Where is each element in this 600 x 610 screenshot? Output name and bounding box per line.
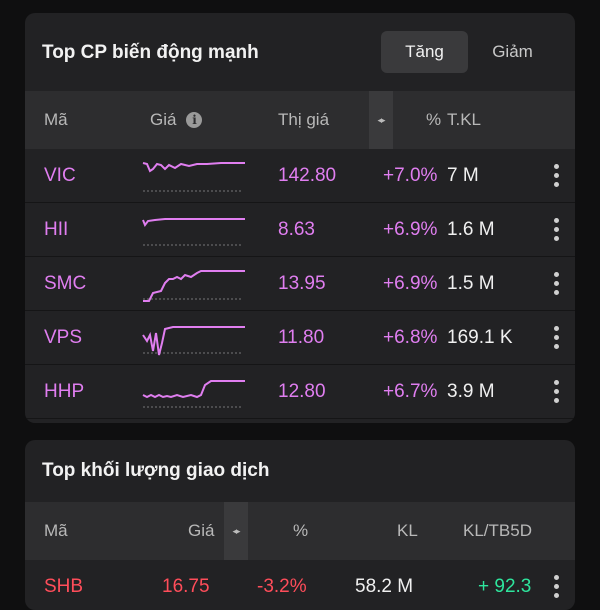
table-row[interactable]: SHB 16.75 -3.2% 58.2 M + 92.3 <box>25 560 575 610</box>
volume: 3.9 M <box>447 380 495 402</box>
table-row[interactable]: VIC 142.80 +7.0% 7 M <box>25 149 575 203</box>
stock-code: SHB <box>44 575 84 597</box>
header-volume: KL <box>397 521 418 540</box>
sparkline-chart <box>142 380 245 408</box>
more-vertical-icon[interactable] <box>546 560 566 610</box>
percent-change: -3.2% <box>257 575 307 597</box>
percent-change: +6.9% <box>383 218 438 240</box>
volume: 7 M <box>447 164 479 186</box>
percent-change: +6.8% <box>383 326 438 348</box>
header-price: Giá <box>150 110 177 129</box>
volume: 169.1 K <box>447 326 513 348</box>
volume-ratio: + 92.3 <box>478 575 532 597</box>
stock-code: VIC <box>44 164 76 186</box>
sparkline-chart <box>142 162 245 192</box>
market-price: 142.80 <box>278 164 337 186</box>
stock-code: VPS <box>44 326 83 348</box>
more-vertical-icon[interactable] <box>546 365 566 418</box>
stock-code: HII <box>44 218 69 240</box>
tab-decrease[interactable]: Giảm <box>492 42 533 61</box>
top-movers-title: Top CP biến động mạnh <box>42 42 259 63</box>
header-percent: % <box>293 521 309 540</box>
top-movers-table-header: Mã Giá i Thị giá ◂▸ % T.KL <box>25 91 575 149</box>
market-price: 12.80 <box>278 380 326 402</box>
header-volume: T.KL <box>447 110 482 129</box>
market-price: 8.63 <box>278 218 315 240</box>
sparkline-chart <box>142 218 245 246</box>
more-vertical-icon[interactable] <box>546 257 566 310</box>
market-price: 11.80 <box>278 326 325 348</box>
header-percent: % <box>426 110 442 129</box>
sort-arrows-icon[interactable]: ◂▸ <box>369 91 393 149</box>
more-vertical-icon[interactable] <box>546 311 566 364</box>
more-vertical-icon[interactable] <box>546 203 566 256</box>
header-price: Giá <box>188 521 215 540</box>
top-movers-card: Top CP biến động mạnh Tăng Giảm Mã Giá i… <box>25 13 575 423</box>
header-code: Mã <box>44 521 68 540</box>
more-vertical-icon[interactable] <box>546 149 566 202</box>
header-market-price: Thị giá <box>278 110 330 129</box>
percent-change: +7.0% <box>383 164 438 186</box>
table-row[interactable]: HHP 12.80 +6.7% 3.9 M <box>25 365 575 419</box>
price: 16.75 <box>162 575 210 597</box>
stock-code: SMC <box>44 272 87 294</box>
header-code: Mã <box>44 110 68 129</box>
sparkline-chart <box>142 326 245 356</box>
stock-code: HHP <box>44 380 85 402</box>
header-price-group: Giá i <box>150 91 203 149</box>
market-price: 13.95 <box>278 272 326 294</box>
top-volume-card: Top khối lượng giao dịch Mã Giá ◂▸ % KL … <box>25 440 575 610</box>
info-icon[interactable]: i <box>186 112 203 128</box>
percent-change: +6.9% <box>383 272 438 294</box>
volume: 1.6 M <box>447 218 495 240</box>
volume: 1.5 M <box>447 272 495 294</box>
percent-change: +6.7% <box>383 380 438 402</box>
tab-increase[interactable]: Tăng <box>381 31 468 73</box>
volume: 58.2 M <box>355 575 414 597</box>
top-volume-title: Top khối lượng giao dịch <box>42 460 270 481</box>
top-volume-table-header: Mã Giá ◂▸ % KL KL/TB5D <box>25 502 575 560</box>
table-row[interactable]: HII 8.63 +6.9% 1.6 M <box>25 203 575 257</box>
table-row[interactable]: SMC 13.95 +6.9% 1.5 M <box>25 257 575 311</box>
sort-arrows-icon[interactable]: ◂▸ <box>224 502 248 560</box>
sparkline-chart <box>143 270 245 302</box>
header-ratio: KL/TB5D <box>463 521 532 540</box>
table-row[interactable]: VPS 11.80 +6.8% 169.1 K <box>25 311 575 365</box>
